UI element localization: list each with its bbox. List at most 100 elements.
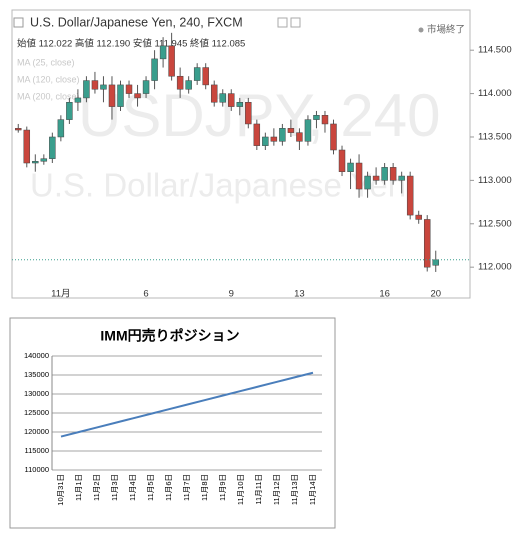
- candle-body: [406, 175, 414, 216]
- x-tick-label: 11月12日: [272, 474, 281, 505]
- candle-body: [66, 102, 73, 120]
- candle-body: [83, 80, 90, 99]
- candle-body: [296, 132, 303, 142]
- x-tick-label: 11月6日: [164, 474, 173, 501]
- candle-body: [287, 128, 295, 133]
- candle-body: [364, 175, 371, 190]
- candle-body: [372, 175, 380, 181]
- settings-icon: [277, 17, 288, 28]
- x-tick-label: 11月10日: [236, 474, 245, 505]
- y-tick-label: 120000: [24, 427, 49, 436]
- candle-body: [262, 136, 269, 146]
- x-tick-label: 13: [294, 289, 305, 300]
- y-tick-label: 114.000: [478, 88, 512, 99]
- x-tick-label: 11月1日: [74, 474, 83, 501]
- candle-body: [202, 67, 209, 86]
- y-tick-label: 112.000: [478, 262, 512, 273]
- candle-body: [415, 214, 422, 220]
- y-tick-label: 114.500: [478, 45, 512, 56]
- candle-body: [338, 149, 346, 172]
- candle-body: [185, 80, 192, 90]
- candle-body: [168, 45, 175, 77]
- x-tick-label: 11月13日: [290, 474, 299, 505]
- x-tick-label: 6: [143, 289, 148, 300]
- x-tick-label: 11月8日: [200, 474, 209, 501]
- candle-body: [49, 136, 56, 159]
- candle-body: [381, 167, 388, 181]
- candle-body: [193, 67, 201, 81]
- x-tick-label: 16: [379, 289, 390, 300]
- y-tick-label: 113.500: [478, 131, 512, 142]
- indicator-label: MA (200, close): [17, 91, 80, 101]
- candle-body: [347, 162, 354, 172]
- candle-body: [219, 93, 226, 103]
- x-tick-label: 11月4日: [128, 474, 137, 501]
- candle-body: [159, 45, 167, 60]
- y-tick-label: 112.500: [478, 218, 512, 229]
- x-tick-label: 11月2日: [92, 474, 101, 501]
- candle-body: [423, 219, 431, 268]
- candle-body: [117, 84, 124, 107]
- x-tick-label: 11月7日: [182, 474, 191, 501]
- status-dot: [418, 27, 424, 33]
- x-tick-label: 11月9日: [218, 474, 227, 501]
- ohlc-info: 始値 112.022 高値 112.190 安値 111.945 終値 112.…: [17, 38, 245, 50]
- x-tick-label: 9: [229, 289, 234, 300]
- line-frame: [9, 317, 336, 529]
- candle-body: [330, 123, 337, 151]
- y-tick-label: 125000: [24, 408, 49, 417]
- price-frame: [11, 9, 471, 299]
- line-title: IMM円売りポジション: [100, 328, 239, 344]
- candle-body: [40, 158, 48, 162]
- candle-body: [245, 102, 252, 125]
- close-icon: [290, 17, 301, 28]
- x-tick-label: 11月3日: [110, 474, 119, 501]
- candle-body: [270, 136, 278, 142]
- candle-body: [304, 119, 312, 142]
- candle-body: [74, 97, 82, 103]
- watermark-subtitle: U.S. Dollar/Japanese Yen: [30, 167, 406, 204]
- candle-body: [321, 115, 329, 125]
- y-tick-label: 110000: [25, 465, 49, 474]
- candle-body: [108, 84, 116, 107]
- candle-body: [432, 259, 439, 266]
- candle-body: [253, 123, 261, 146]
- candle-body: [389, 167, 397, 181]
- candle-body: [151, 58, 158, 81]
- y-tick-label: 140000: [24, 351, 49, 360]
- x-tick-label: 10月31日: [56, 474, 65, 506]
- y-tick-label: 130000: [24, 389, 49, 398]
- x-tick-label: 11月5日: [146, 474, 155, 501]
- x-tick-label: 11月11日: [254, 474, 263, 505]
- y-tick-label: 115000: [25, 446, 49, 455]
- candle-body: [176, 75, 184, 90]
- x-tick-label: 20: [430, 289, 441, 300]
- chart-title: U.S. Dollar/Japanese Yen, 240, FXCM: [30, 15, 243, 29]
- candle-body: [398, 175, 405, 181]
- candle-body: [355, 162, 363, 190]
- candle-body: [100, 84, 107, 90]
- candle-body: [125, 84, 133, 94]
- candle-body: [57, 119, 65, 138]
- line-series: [60, 371, 314, 438]
- candle-body: [228, 93, 235, 107]
- candle-body: [279, 128, 286, 142]
- candle-body: [210, 84, 218, 103]
- indicator-label: MA (120, close): [17, 74, 80, 84]
- candle-body: [142, 80, 150, 94]
- market-status: 市場終了: [427, 24, 465, 36]
- symbol-icon: [13, 17, 24, 28]
- candle-body: [91, 80, 99, 90]
- candle-body: [313, 115, 320, 120]
- candle-body: [23, 129, 31, 164]
- candle-body: [15, 128, 22, 131]
- candle-body: [134, 93, 141, 99]
- x-tick-label: 11月: [51, 289, 70, 300]
- y-tick-label: 113.000: [478, 175, 512, 186]
- x-tick-label: 11月14日: [308, 474, 317, 505]
- candle-body: [236, 102, 244, 107]
- y-tick-label: 135000: [24, 370, 49, 379]
- indicator-label: MA (25, close): [17, 57, 75, 67]
- candle-body: [32, 161, 39, 164]
